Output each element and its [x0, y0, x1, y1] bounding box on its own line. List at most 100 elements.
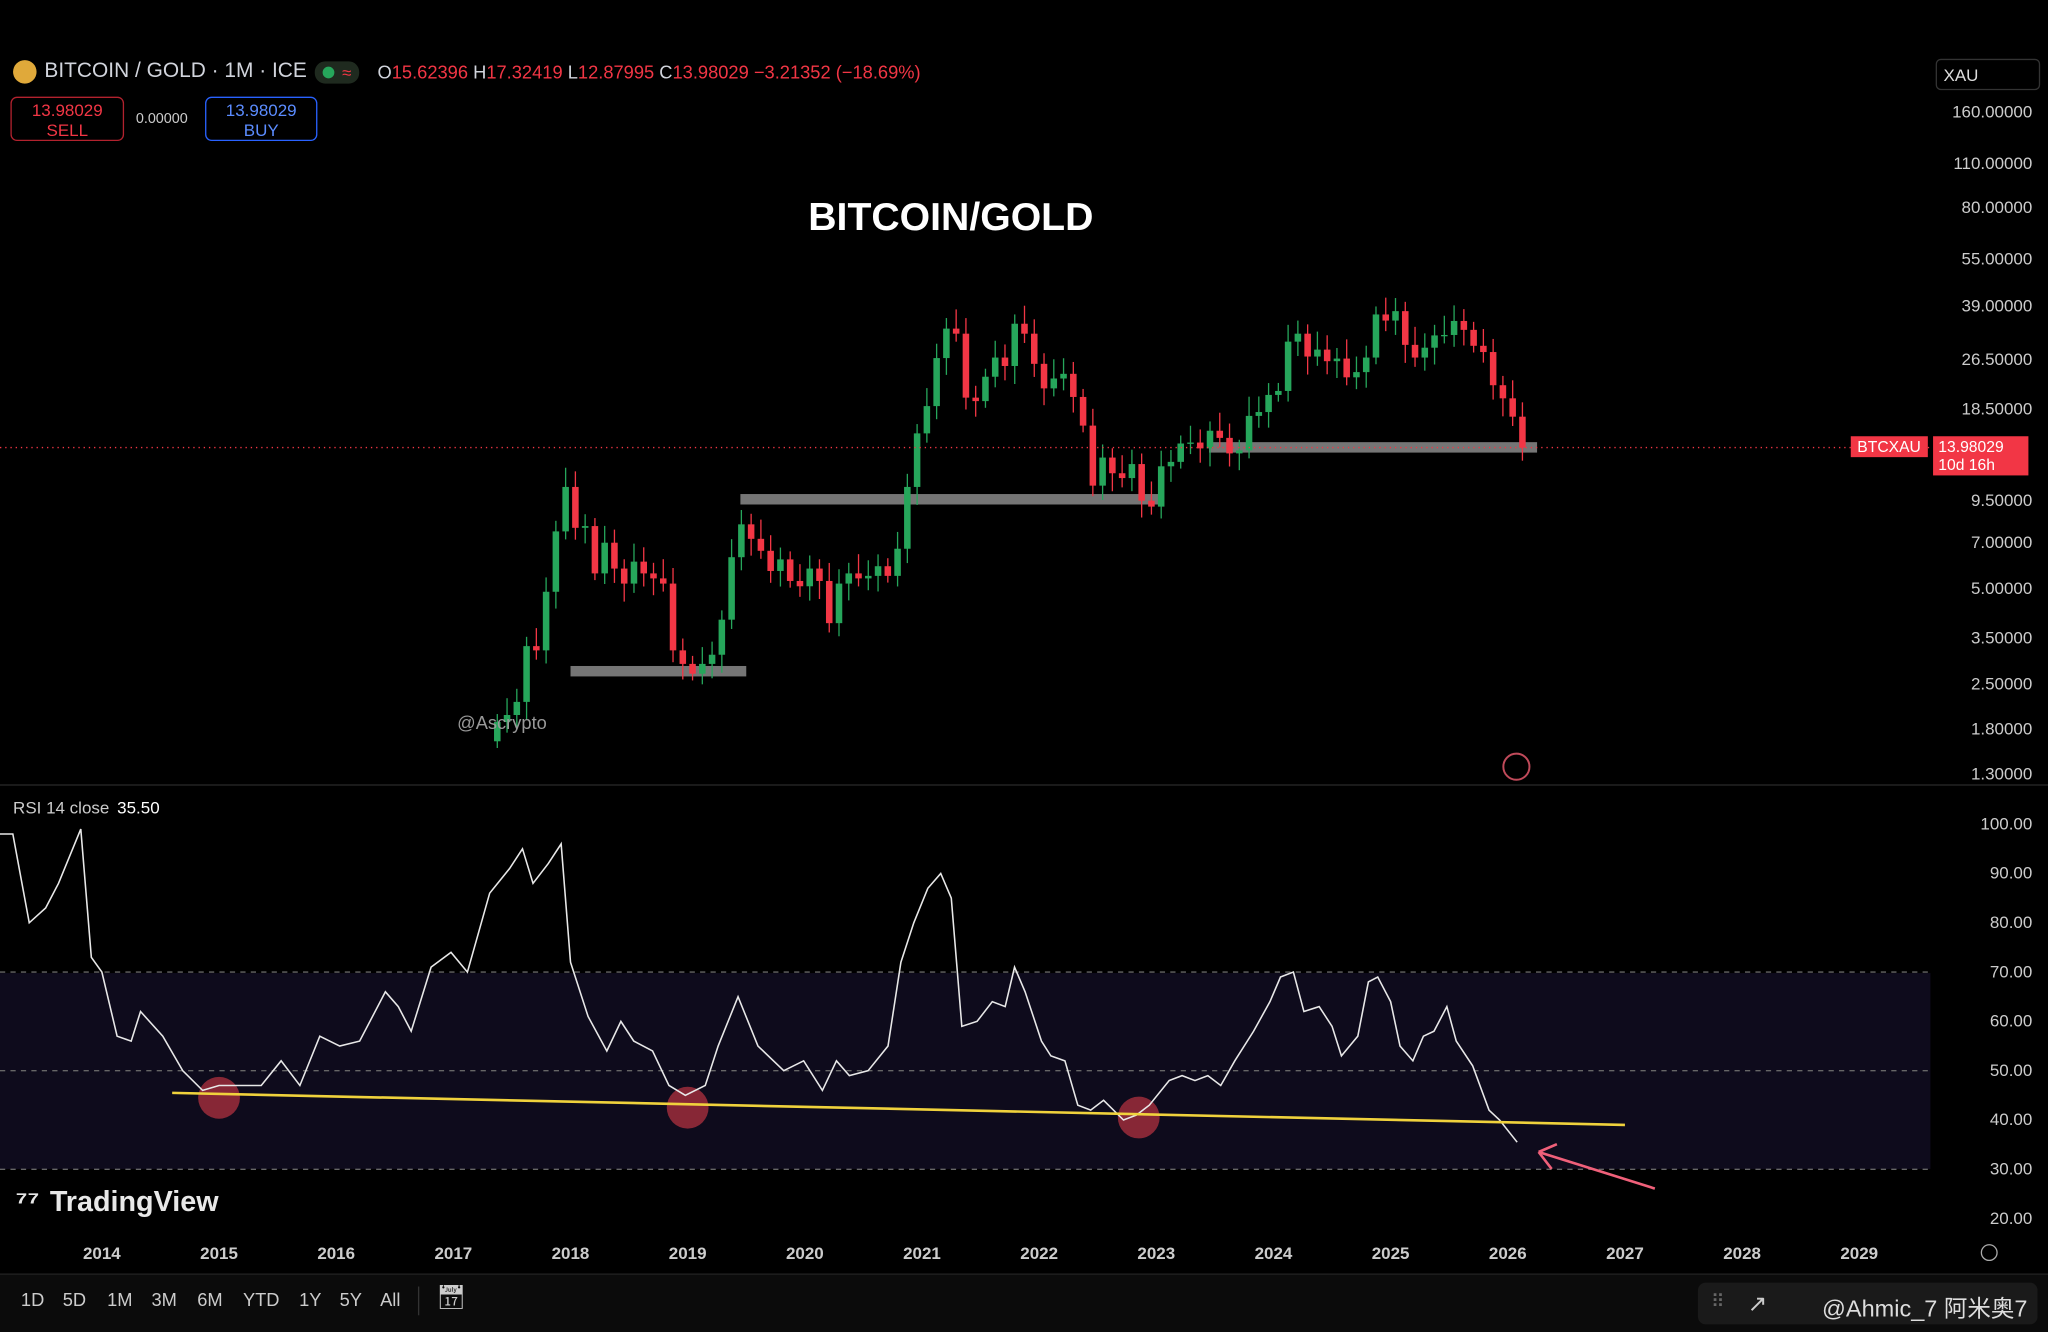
- candle[interactable]: [1323, 349, 1331, 362]
- candle[interactable]: [962, 333, 970, 398]
- candle[interactable]: [991, 357, 999, 377]
- candle[interactable]: [1138, 464, 1145, 501]
- candle[interactable]: [1157, 466, 1165, 507]
- candle[interactable]: [513, 701, 521, 716]
- candle[interactable]: [1255, 412, 1263, 416]
- candle[interactable]: [679, 650, 687, 664]
- support-zone[interactable]: [740, 494, 1163, 505]
- candle[interactable]: [747, 524, 755, 539]
- candle[interactable]: [1060, 373, 1067, 379]
- candle[interactable]: [1001, 357, 1009, 366]
- candle[interactable]: [972, 397, 979, 402]
- candle[interactable]: [1362, 357, 1370, 373]
- candle[interactable]: [1480, 345, 1487, 353]
- candle[interactable]: [1206, 430, 1214, 449]
- candle[interactable]: [1109, 457, 1116, 474]
- candle[interactable]: [1441, 334, 1448, 337]
- candle[interactable]: [1450, 320, 1458, 335]
- candle[interactable]: [1236, 450, 1243, 454]
- candle[interactable]: [1167, 461, 1175, 467]
- timeframe-3m[interactable]: 3M: [151, 1289, 177, 1311]
- candle[interactable]: [1040, 363, 1048, 389]
- support-zone[interactable]: [1209, 442, 1538, 453]
- candle[interactable]: [1187, 442, 1194, 444]
- candle[interactable]: [806, 568, 813, 587]
- candle[interactable]: [1411, 344, 1419, 358]
- candle[interactable]: [1519, 416, 1526, 448]
- rsi-line[interactable]: [0, 828, 1518, 1143]
- candle[interactable]: [1304, 333, 1311, 357]
- market-status[interactable]: ≈: [314, 60, 360, 83]
- candle[interactable]: [738, 524, 745, 558]
- candle[interactable]: [669, 583, 677, 651]
- candle[interactable]: [825, 580, 833, 624]
- timeframe-1y[interactable]: 1Y: [299, 1289, 322, 1311]
- candle[interactable]: [1265, 394, 1272, 413]
- candle[interactable]: [523, 646, 530, 702]
- tradingview-logo[interactable]: ⁷⁷ TradingView: [16, 1185, 219, 1219]
- candle[interactable]: [1372, 314, 1380, 358]
- candle[interactable]: [1353, 372, 1360, 378]
- candle[interactable]: [874, 566, 882, 576]
- candle[interactable]: [1284, 341, 1292, 391]
- candle[interactable]: [1011, 323, 1019, 366]
- candle[interactable]: [1333, 358, 1341, 362]
- candle[interactable]: [503, 715, 511, 723]
- candle[interactable]: [1089, 425, 1097, 486]
- candle[interactable]: [699, 663, 706, 674]
- candle[interactable]: [904, 486, 911, 549]
- candle[interactable]: [689, 663, 696, 674]
- candle[interactable]: [884, 566, 892, 576]
- candle[interactable]: [552, 531, 560, 592]
- lightning-alert-icon[interactable]: [1502, 752, 1531, 781]
- candle[interactable]: [494, 722, 501, 742]
- candle[interactable]: [1021, 323, 1028, 334]
- candle[interactable]: [650, 573, 657, 579]
- candle[interactable]: [533, 646, 540, 651]
- candle[interactable]: [718, 619, 726, 655]
- candle[interactable]: [1196, 442, 1204, 449]
- candle[interactable]: [1177, 443, 1184, 462]
- candle[interactable]: [1031, 333, 1038, 364]
- candle[interactable]: [1460, 320, 1468, 330]
- candle[interactable]: [1128, 464, 1136, 479]
- timeframe-5y[interactable]: 5Y: [339, 1289, 362, 1311]
- candle[interactable]: [1294, 333, 1302, 342]
- symbol-name[interactable]: BITCOIN / GOLD · 1M · ICE: [44, 60, 307, 83]
- candle[interactable]: [572, 486, 579, 528]
- candle[interactable]: [728, 557, 735, 620]
- candle[interactable]: [767, 550, 774, 571]
- candle[interactable]: [1343, 358, 1350, 378]
- timeframe-1d[interactable]: 1D: [20, 1289, 45, 1311]
- candle[interactable]: [542, 591, 550, 651]
- candle[interactable]: [943, 328, 950, 359]
- rsi-trendline[interactable]: [172, 1091, 1625, 1127]
- buy-button[interactable]: 13.98029 BUY: [205, 96, 318, 142]
- candle[interactable]: [1392, 311, 1399, 321]
- chart-canvas[interactable]: 160.00000 110.00000 80.00000 55.00000 39.000…: [0, 0, 2048, 1273]
- date-range-icon[interactable]: 📅︎: [436, 1283, 467, 1311]
- candle[interactable]: [1470, 329, 1477, 346]
- candle[interactable]: [1499, 385, 1507, 399]
- candle[interactable]: [601, 542, 608, 574]
- timeframe-1m[interactable]: 1M: [107, 1289, 133, 1311]
- candle[interactable]: [581, 526, 589, 528]
- candle[interactable]: [1079, 396, 1087, 426]
- currency-selector[interactable]: XAU: [1935, 58, 2041, 91]
- timeframe-ytd[interactable]: YTD: [242, 1289, 280, 1311]
- candle[interactable]: [1275, 390, 1282, 395]
- candle[interactable]: [1050, 378, 1058, 389]
- timeframe-5d[interactable]: 5D: [62, 1289, 87, 1311]
- candle[interactable]: [1402, 311, 1409, 345]
- candle[interactable]: [855, 573, 862, 579]
- drag-handle-icon[interactable]: ⠿: [1711, 1290, 1725, 1312]
- candle[interactable]: [1226, 437, 1233, 454]
- sell-button[interactable]: 13.98029 SELL: [10, 96, 125, 142]
- timeframe-6m[interactable]: 6M: [197, 1289, 223, 1311]
- annotation-arrow[interactable]: [1537, 1142, 1656, 1190]
- candle[interactable]: [845, 573, 853, 584]
- candle[interactable]: [913, 433, 921, 487]
- candle[interactable]: [630, 561, 638, 584]
- settings-gear-icon[interactable]: [1980, 1244, 1998, 1262]
- trend-line-tool-icon[interactable]: ↗: [1747, 1290, 1768, 1317]
